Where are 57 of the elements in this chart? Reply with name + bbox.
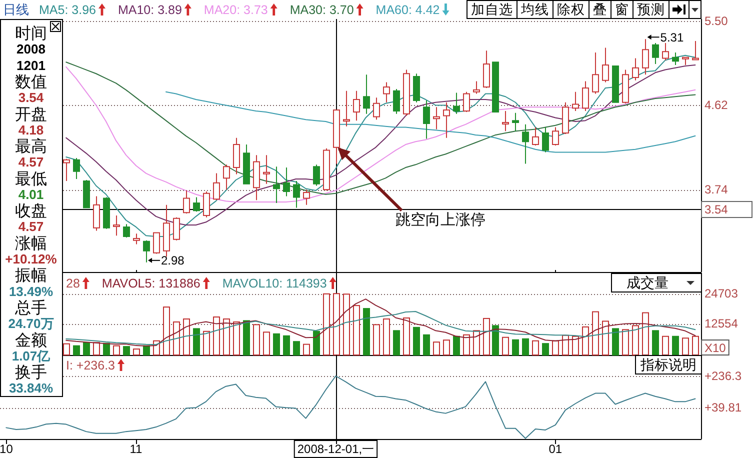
annotation: 指标说明 <box>640 356 696 372</box>
annotation: 成交量 <box>626 274 668 290</box>
y-axis-title: X10 <box>704 341 726 356</box>
annotation: 28 <box>66 276 80 290</box>
text: 叠 <box>593 2 607 18</box>
annotation: 2.98 <box>160 254 185 268</box>
annotation: +10.12% <box>5 252 58 267</box>
x-tick-label: 11 <box>130 442 143 456</box>
annotation: 33.84% <box>8 380 54 396</box>
x-tick-label: 01 <box>548 442 562 456</box>
annotation: 1201 <box>16 58 46 73</box>
annotation: 4.57 <box>18 154 44 170</box>
annotation: 数值 <box>15 74 47 92</box>
annotation: 13.49% <box>8 284 54 299</box>
y-tick-label: 3.74 <box>704 182 728 196</box>
annotation: 振幅 <box>15 268 47 285</box>
y-tick-label: 24703 <box>704 286 738 300</box>
y-tick-label: 5.50 <box>704 14 728 28</box>
annotation: 开盘 <box>15 106 47 124</box>
text: 加自选 <box>471 2 513 18</box>
annotation: 总手 <box>14 298 47 317</box>
annotation: 最低 <box>15 170 47 188</box>
annotation: 1.07亿 <box>12 348 52 364</box>
y-tick-label: 4.62 <box>704 98 728 112</box>
annotation: 24.70万 <box>8 316 54 332</box>
text: MAVOL10: 114393 <box>222 276 327 290</box>
annotation: 3.54 <box>18 90 44 106</box>
annotation: 4.57 <box>18 219 44 234</box>
annotation: 4.01 <box>18 186 44 202</box>
y-tick-label: 12554 <box>704 316 738 331</box>
text: 均线 <box>520 2 549 18</box>
annotation: I: +236.3 <box>66 358 116 372</box>
x-tick-label: 2008-12-01,一 <box>297 442 374 456</box>
ref-line-label: 3.54 <box>704 202 728 217</box>
annotation: 涨幅 <box>15 234 47 252</box>
y-tick-label: +236.3 <box>704 368 742 383</box>
text: 窗 <box>615 2 629 18</box>
annotation: 2008 <box>16 42 46 57</box>
text: MA5: 3.96 <box>39 2 96 17</box>
annotation: 收盘 <box>15 203 47 220</box>
annotation: 4.18 <box>18 122 44 138</box>
chart-title: 日线 <box>3 2 29 18</box>
y-tick-label: +39.81 <box>704 400 742 415</box>
text: MA30: 3.70 <box>290 2 354 17</box>
text: 除权 <box>557 2 585 18</box>
annotation: 金额 <box>15 331 47 350</box>
text: MAVOL5: 131886 <box>102 276 200 290</box>
text: MA10: 3.89 <box>118 2 182 17</box>
annotation: 换手 <box>15 364 47 382</box>
text: MA60: 4.42 <box>376 2 440 17</box>
text: MA20: 3.73 <box>204 2 268 17</box>
text: 预测 <box>637 2 665 18</box>
annotation: 5.31 <box>660 30 684 44</box>
x-tick-label: 10 <box>0 442 14 456</box>
annotation: 最高 <box>15 138 47 156</box>
annotation: 时间 <box>15 24 47 43</box>
annotation: 跳空向上涨停 <box>396 212 486 229</box>
